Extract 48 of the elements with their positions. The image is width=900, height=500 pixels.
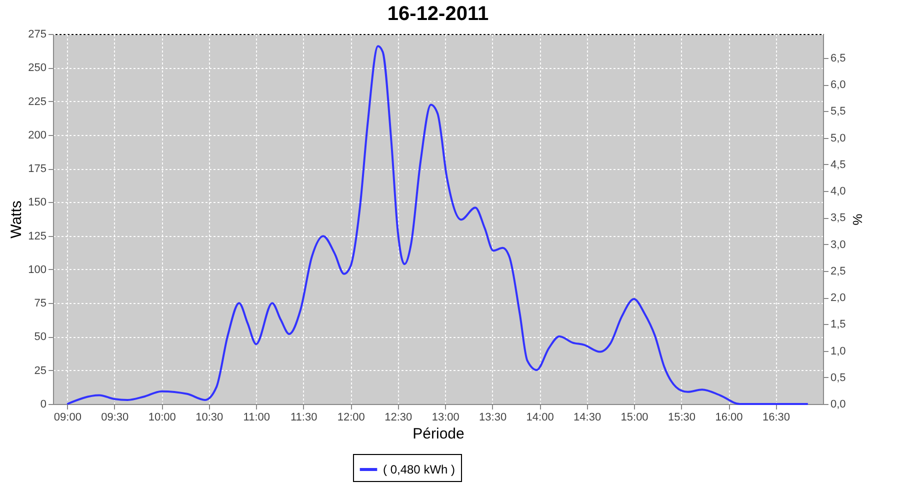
y2-tick-label: 0,5 [830,372,846,384]
y2-tick-label: 2,0 [830,292,846,304]
x-tick-label: 14:30 [574,412,602,424]
y-tick-label: 0 [40,398,46,410]
x-tick-label: 11:30 [290,412,318,424]
legend-label: ( 0,480 kWh ) [383,462,456,476]
y-tick-label: 250 [28,62,46,74]
y-tick-label: 150 [28,196,46,209]
y-tick-label: 275 [28,28,46,40]
y-tick-label: 100 [28,264,46,276]
x-tick-label: 16:00 [715,412,743,424]
y-axis-title: Watts [8,200,26,238]
x-tick-label: 13:00 [432,412,460,424]
x-tick-label: 12:30 [384,412,412,424]
x-axis-title: Période [412,426,464,442]
x-tick-label: 11:00 [243,412,270,424]
x-tick-label: 16:30 [762,412,790,424]
x-tick-label: 09:00 [54,412,82,424]
x-tick-label: 10:00 [148,412,176,424]
y2-tick-label: 3,0 [830,238,846,251]
y2-tick-label: 0,0 [830,398,846,410]
y2-tick-label: 5,0 [830,132,846,144]
x-tick-label: 12:00 [337,412,365,424]
y-tick-label: 50 [34,331,46,344]
y2-tick-label: 4,0 [830,186,846,198]
x-tick-label: 14:00 [526,412,554,424]
x-tick-label: 10:30 [196,412,224,424]
y-tick-label: 225 [28,96,46,108]
x-tick-label: 13:30 [479,412,507,424]
line-series [66,45,809,405]
y-tick-label: 200 [28,129,46,142]
y2-tick-label: 3,5 [830,212,846,224]
y2-tick-label: 4,5 [830,158,846,171]
y2-tick-label: 1,5 [830,318,846,331]
y2-tick-label: 2,5 [830,265,846,278]
x-tick-label: 09:30 [101,412,129,424]
y-tick-label: 125 [28,230,46,242]
y2-tick-label: 1,0 [830,345,846,358]
x-tick-label: 15:00 [620,412,648,424]
y-tick-label: 25 [34,364,46,377]
y2-tick-label: 5,5 [830,106,846,118]
y-tick-label: 75 [34,298,46,310]
chart-title: 16-12-2011 [387,3,489,25]
x-tick-label: 15:30 [668,412,696,424]
y2-tick-label: 6,5 [830,52,846,64]
y2-tick-label: 6,0 [830,79,846,92]
y-tick-label: 175 [28,163,46,176]
y2-axis-title: % [850,214,865,226]
